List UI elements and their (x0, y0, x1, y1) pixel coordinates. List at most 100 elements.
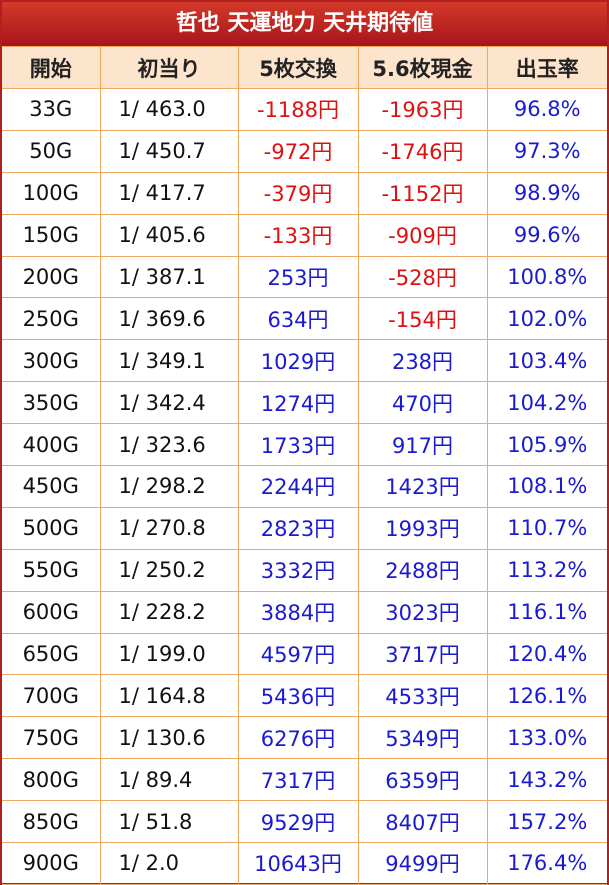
table-cell: 850G (2, 800, 101, 844)
table-cell: 1993円 (357, 506, 488, 550)
table-cell: 126.1% (486, 674, 607, 718)
table-cell: 3332円 (237, 548, 359, 592)
table-cell: 8407円 (357, 800, 488, 844)
table-cell: 750G (2, 716, 101, 760)
table-cell: 1/ 323.6 (99, 423, 239, 467)
table-row: 350G 1/ 342.4 1274円 470円 104.2% (2, 381, 607, 425)
table-cell: 143.2% (486, 758, 607, 802)
table-row: 700G 1/ 164.8 5436円 4533円 126.1% (2, 674, 607, 718)
table-cell: 10643円 (237, 842, 359, 885)
table-cell: -1188円 (237, 88, 359, 131)
table-cell: -972円 (237, 129, 359, 173)
table-cell: 5436円 (237, 674, 359, 718)
column-header: 出玉率 (486, 46, 607, 89)
table-cell: 33G (2, 88, 101, 131)
table-cell: 917円 (357, 423, 488, 467)
table-cell: 1/ 369.6 (99, 297, 239, 341)
table-cell: 103.4% (486, 339, 607, 383)
table-row: 900G 1/ 2.0 10643円 9499円 176.4% (2, 842, 607, 885)
table-cell: -154円 (357, 297, 488, 341)
table: 開始 初当り 5枚交換 5.6枚現金 出玉率 33G 1/ 463.0 -1188円 -196… (2, 46, 607, 885)
table-cell: -528円 (357, 255, 488, 299)
table-cell: 1/ 2.0 (99, 842, 239, 885)
table-cell: 550G (2, 548, 101, 592)
table-cell: 1/ 405.6 (99, 213, 239, 257)
table-cell: 500G (2, 506, 101, 550)
table-cell: 104.2% (486, 381, 607, 425)
table-cell: 9499円 (357, 842, 488, 885)
table-cell: 50G (2, 129, 101, 173)
table-row: 550G 1/ 250.2 3332円 2488円 113.2% (2, 548, 607, 592)
table-row: 250G 1/ 369.6 634円 -154円 102.0% (2, 297, 607, 341)
table-cell: 1/ 342.4 (99, 381, 239, 425)
header-row: 開始 初当り 5枚交換 5.6枚現金 出玉率 (2, 46, 607, 89)
table-cell: 1/ 349.1 (99, 339, 239, 383)
table-cell: 1029円 (237, 339, 359, 383)
table-cell: 150G (2, 213, 101, 257)
table-cell: 9529円 (237, 800, 359, 844)
table-cell: 176.4% (486, 842, 607, 885)
table-cell: 4597円 (237, 632, 359, 676)
table-row: 33G 1/ 463.0 -1188円 -1963円 96.8% (2, 88, 607, 131)
table-cell: 1274円 (237, 381, 359, 425)
table-row: 850G 1/ 51.8 9529円 8407円 157.2% (2, 800, 607, 844)
table-row: 800G 1/ 89.4 7317円 6359円 143.2% (2, 758, 607, 802)
table-cell: 6359円 (357, 758, 488, 802)
table-cell: 200G (2, 255, 101, 299)
table-cell: 470円 (357, 381, 488, 425)
table-cell: -1746円 (357, 129, 488, 173)
table-cell: 1733円 (237, 423, 359, 467)
table-row: 650G 1/ 199.0 4597円 3717円 120.4% (2, 632, 607, 676)
table-cell: 350G (2, 381, 101, 425)
table-row: 450G 1/ 298.2 2244円 1423円 108.1% (2, 465, 607, 508)
table-cell: 157.2% (486, 800, 607, 844)
table-cell: 238円 (357, 339, 488, 383)
table-cell: 7317円 (237, 758, 359, 802)
table-cell: 650G (2, 632, 101, 676)
table-cell: -1963円 (357, 88, 488, 131)
table-cell: 1/ 130.6 (99, 716, 239, 760)
title: 哲也 天運地力 天井期待値 (2, 2, 607, 46)
table-cell: 253円 (237, 255, 359, 299)
table-cell: 1/ 450.7 (99, 129, 239, 173)
table-cell: 450G (2, 465, 101, 508)
table-cell: -909円 (357, 213, 488, 257)
column-header: 5.6枚現金 (357, 46, 488, 89)
table-row: 500G 1/ 270.8 2823円 1993円 110.7% (2, 506, 607, 550)
table-row: 200G 1/ 387.1 253円 -528円 100.8% (2, 255, 607, 299)
table-cell: 108.1% (486, 465, 607, 508)
table-cell: 102.0% (486, 297, 607, 341)
table-row: 400G 1/ 323.6 1733円 917円 105.9% (2, 423, 607, 467)
table-cell: 1/ 89.4 (99, 758, 239, 802)
table-cell: 400G (2, 423, 101, 467)
table-row: 600G 1/ 228.2 3884円 3023円 116.1% (2, 590, 607, 634)
table-cell: -133円 (237, 213, 359, 257)
table-cell: 3023円 (357, 590, 488, 634)
table-cell: 99.6% (486, 213, 607, 257)
table-cell: 1/ 51.8 (99, 800, 239, 844)
table-cell: 1/ 250.2 (99, 548, 239, 592)
table-cell: 6276円 (237, 716, 359, 760)
table-cell: 1/ 164.8 (99, 674, 239, 718)
table-body: 33G 1/ 463.0 -1188円 -1963円 96.8% 50G 1/ 450.7-… (2, 88, 607, 885)
table-cell: 2823円 (237, 506, 359, 550)
table-cell: 96.8% (486, 88, 607, 131)
table-cell: 100G (2, 171, 101, 215)
table-cell: 100.8% (486, 255, 607, 299)
table-cell: 1/ 387.1 (99, 255, 239, 299)
table-cell: 1423円 (357, 465, 488, 508)
table-cell: 1/ 270.8 (99, 506, 239, 550)
table-cell: 634円 (237, 297, 359, 341)
table-row: 300G 1/ 349.1 1029円 238円 103.4% (2, 339, 607, 383)
table-cell: 113.2% (486, 548, 607, 592)
table-cell: 97.3% (486, 129, 607, 173)
column-header: 開始 (2, 46, 101, 89)
table-cell: 133.0% (486, 716, 607, 760)
table-cell: 1/ 228.2 (99, 590, 239, 634)
table-cell: -1152円 (357, 171, 488, 215)
table-cell: 800G (2, 758, 101, 802)
column-header: 初当り (99, 46, 239, 89)
table-cell: 110.7% (486, 506, 607, 550)
